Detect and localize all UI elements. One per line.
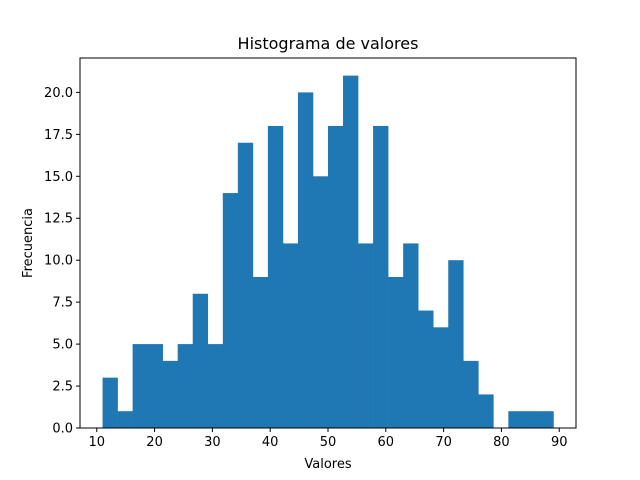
x-tick-label: 10: [88, 435, 105, 450]
y-axis-label: Frecuencia: [21, 208, 36, 278]
y-tick-label: 0.0: [52, 422, 73, 437]
chart-title: Histograma de valores: [238, 34, 419, 53]
histogram-bar: [538, 411, 554, 428]
histogram-bar: [177, 344, 194, 428]
histogram-bar: [328, 125, 344, 429]
histogram-bar: [358, 243, 374, 428]
histogram-bar: [297, 92, 314, 429]
histogram-bars: [102, 75, 554, 429]
y-tick-label: 5.0: [52, 338, 73, 353]
histogram-bar: [418, 310, 434, 428]
plot-frame: [79, 57, 577, 429]
histogram-bar: [207, 344, 224, 428]
x-tick-label: 60: [378, 435, 395, 450]
y-tick-label: 7.5: [52, 296, 73, 311]
x-tick-label: 30: [204, 435, 221, 450]
histogram-bar: [373, 125, 389, 429]
x-tick-label: 20: [146, 435, 163, 450]
histogram-bar: [267, 125, 284, 429]
x-tick-label: 70: [435, 435, 452, 450]
histogram-bar: [147, 344, 163, 428]
histogram-bar: [117, 411, 133, 428]
y-tick-label: 12.5: [44, 212, 73, 227]
y-tick-label: 15.0: [44, 170, 73, 185]
x-axis-ticks: 10 20 30 40 50 60 70 80 90: [88, 428, 568, 450]
histogram-bar: [132, 344, 148, 428]
histogram-bar: [222, 193, 239, 428]
histogram-bar: [162, 360, 178, 428]
histogram-bar: [102, 377, 118, 428]
histogram-bar: [312, 176, 329, 428]
histogram-bar: [508, 411, 524, 428]
histogram-bar: [448, 260, 464, 428]
histogram-bar: [433, 327, 449, 428]
x-tick-label: 50: [320, 435, 337, 450]
y-tick-label: 2.5: [52, 380, 73, 395]
histogram-bar: [282, 243, 299, 428]
y-tick-label: 10.0: [44, 254, 73, 269]
histogram-bar: [388, 276, 404, 428]
x-tick-label: 80: [493, 435, 510, 450]
x-axis-label: Valores: [304, 457, 351, 472]
histogram-bar: [343, 75, 359, 429]
y-tick-label: 17.5: [44, 128, 73, 143]
histogram-bar: [478, 394, 494, 428]
y-tick-label: 20.0: [44, 86, 73, 101]
y-axis-ticks: 0.0 2.5 5.0 7.5 10.0 12.5 15.0 17.5 20.0: [44, 86, 80, 437]
histogram-bar: [463, 360, 479, 428]
histogram-bar: [523, 411, 539, 428]
histogram-bar: [237, 142, 254, 429]
histogram-bar: [252, 276, 269, 428]
x-tick-label: 90: [551, 435, 568, 450]
histogram-bar: [192, 293, 209, 428]
x-tick-label: 40: [262, 435, 279, 450]
histogram-bar: [403, 243, 419, 428]
